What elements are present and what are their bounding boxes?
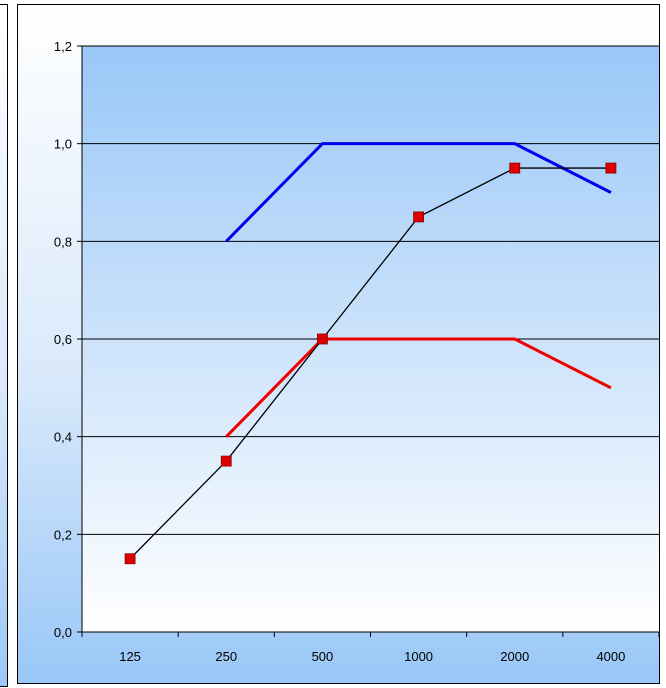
x-tick-label: 250 xyxy=(215,649,237,664)
x-tick-label: 125 xyxy=(119,649,141,664)
data-point-marker xyxy=(220,455,232,467)
x-tick-label: 500 xyxy=(312,649,334,664)
series-line-1 xyxy=(225,142,612,243)
adjacent-panel-edge xyxy=(0,4,8,687)
y-tick-label: 0,2 xyxy=(54,527,72,542)
x-tick-label: 2000 xyxy=(500,649,529,664)
data-point-marker xyxy=(509,162,521,174)
y-tick-label: 1,0 xyxy=(54,137,72,152)
y-tick-label: 0,8 xyxy=(54,234,72,249)
x-tick-label: 4000 xyxy=(596,649,625,664)
series-line-2 xyxy=(225,337,612,438)
y-tick-label: 0,6 xyxy=(54,332,72,347)
data-point-marker xyxy=(413,211,424,223)
x-tick-label: 1000 xyxy=(404,649,433,664)
data-point-marker xyxy=(124,553,136,565)
series-line-3 xyxy=(129,167,611,560)
y-tick-label: 0,0 xyxy=(54,625,72,640)
data-point-marker xyxy=(317,333,328,345)
data-point-marker xyxy=(605,162,617,174)
y-tick-label: 1,2 xyxy=(54,39,72,54)
y-tick-label: 0,4 xyxy=(54,430,72,445)
